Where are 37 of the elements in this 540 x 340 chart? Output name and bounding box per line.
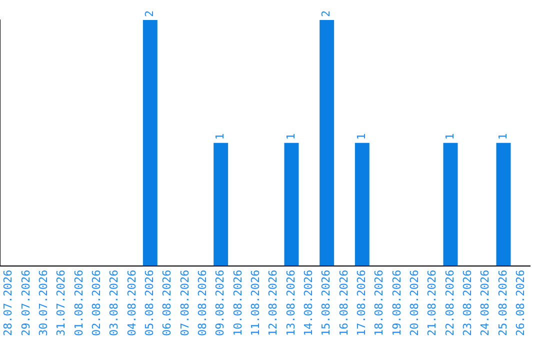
x-tick-label: 28.07.2026 [2,270,15,336]
x-tick-label: 16.08.2026 [337,270,350,336]
x-tick-label: 13.08.2026 [284,270,298,336]
x-tick-label: 23.08.2026 [461,270,474,336]
x-tick-label: 09.08.2026 [214,270,227,336]
x-tick-label: 29.07.2026 [19,270,32,336]
data-label: 1 [443,133,456,140]
x-tick-label: 15.08.2026 [320,270,333,336]
data-label: 1 [284,133,298,140]
data-label: 2 [320,10,333,17]
data-label: 2 [143,10,156,17]
x-tick-label: 14.08.2026 [302,270,316,336]
x-tick-label: 06.08.2026 [160,270,174,336]
data-label: 1 [355,133,368,140]
x-tick-label: 18.08.2026 [372,270,386,336]
x-tick-label: 10.08.2026 [231,270,244,336]
x-tick-label: 26.08.2026 [514,270,528,336]
x-tick-label: 20.08.2026 [408,270,422,336]
x-tick-label: 17.08.2026 [355,270,368,336]
x-tick-label: 24.08.2026 [478,270,492,336]
x-tick-label: 31.07.2026 [54,270,68,336]
x-tick-label: 12.08.2026 [266,270,280,336]
x-tick-label: 21.08.2026 [426,270,439,336]
x-tick-label: 25.08.2026 [496,270,510,336]
x-tick-label: 02.08.2026 [90,270,104,336]
x-tick-label: 05.08.2026 [143,270,156,336]
x-tick-label: 07.08.2026 [178,270,192,336]
x-tick-label: 30.07.2026 [37,270,50,336]
x-tick-label: 08.08.2026 [196,270,210,336]
x-tick-label: 19.08.2026 [390,270,404,336]
x-tick-label: 03.08.2026 [108,270,121,336]
x-tick-label: 22.08.2026 [443,270,456,336]
data-label: 1 [496,133,510,140]
x-tick-label: 04.08.2026 [125,270,138,336]
x-tick-label: 01.08.2026 [72,270,86,336]
x-tick-label: 11.08.2026 [249,270,262,336]
data-label: 1 [214,133,227,140]
